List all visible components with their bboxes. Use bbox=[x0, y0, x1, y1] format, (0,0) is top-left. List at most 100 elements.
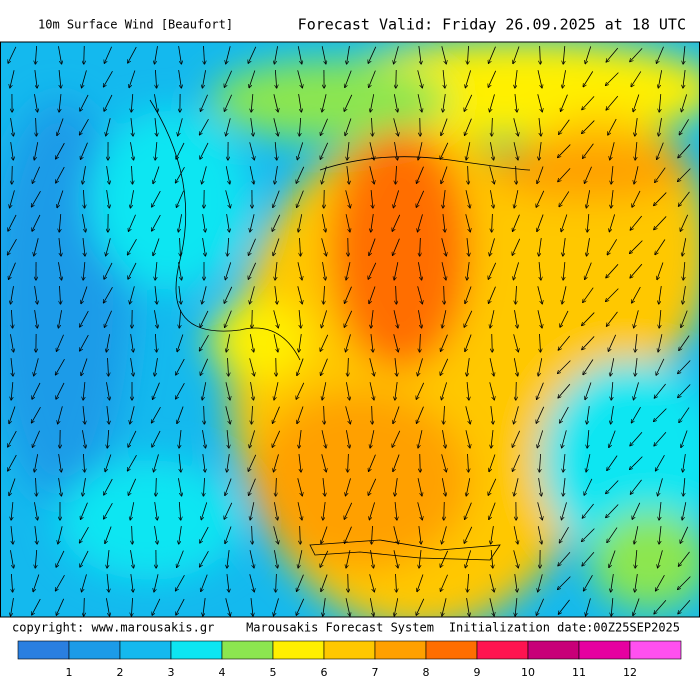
wind-arrow bbox=[273, 334, 278, 352]
wind-arrow bbox=[83, 382, 85, 400]
wind-arrow bbox=[34, 238, 39, 255]
wind-arrow bbox=[416, 190, 425, 207]
wind-arrow bbox=[537, 286, 542, 303]
wind-arrow bbox=[417, 358, 423, 375]
wind-arrow bbox=[296, 166, 305, 183]
wind-arrow bbox=[607, 239, 617, 254]
wind-arrow bbox=[130, 502, 135, 520]
wind-arrow bbox=[442, 430, 446, 448]
wind-arrow bbox=[416, 598, 425, 615]
wind-arrow bbox=[558, 168, 571, 181]
wind-arrow bbox=[538, 358, 543, 376]
wind-arrow bbox=[130, 358, 134, 376]
wind-arrow bbox=[563, 238, 566, 256]
wind-arrow bbox=[60, 285, 61, 304]
wind-arrow bbox=[275, 166, 278, 184]
wind-arrow bbox=[512, 430, 521, 447]
wind-arrow bbox=[34, 286, 38, 304]
wind-arrow bbox=[106, 166, 110, 184]
wind-arrow bbox=[154, 454, 159, 471]
wind-arrow bbox=[512, 454, 520, 472]
wind-arrow bbox=[608, 118, 617, 135]
wind-arrow bbox=[11, 382, 13, 400]
wind-arrow bbox=[345, 118, 352, 135]
wind-arrow bbox=[80, 550, 89, 567]
wind-arrow bbox=[275, 69, 276, 88]
wind-arrow bbox=[321, 358, 328, 376]
wind-arrow bbox=[562, 286, 567, 304]
wind-arrow bbox=[606, 47, 619, 62]
wind-arrow bbox=[372, 117, 373, 136]
wind-arrow bbox=[248, 262, 257, 279]
wind-arrow bbox=[396, 573, 397, 592]
wind-arrow bbox=[58, 478, 62, 496]
wind-arrow bbox=[82, 430, 85, 448]
forecast-valid: Forecast Valid: Friday 26.09.2025 at 18 … bbox=[298, 16, 686, 34]
wind-arrow bbox=[656, 358, 665, 375]
wind-arrow bbox=[132, 165, 133, 184]
wind-arrow bbox=[441, 334, 448, 352]
wind-arrow bbox=[155, 358, 158, 376]
wind-arrow bbox=[587, 213, 589, 232]
wind-arrow bbox=[200, 358, 209, 375]
wind-arrow bbox=[321, 454, 326, 471]
wind-arrow bbox=[681, 310, 688, 328]
wind-arrow bbox=[539, 262, 541, 280]
wind-arrow bbox=[678, 360, 691, 374]
wind-arrow bbox=[128, 478, 137, 495]
wind-arrow bbox=[36, 117, 37, 136]
wind-arrow bbox=[582, 120, 595, 134]
wind-arrow bbox=[492, 117, 493, 136]
wind-arrow bbox=[177, 406, 184, 424]
wind-arrow bbox=[81, 358, 88, 376]
wind-arrow bbox=[559, 527, 569, 543]
legend-swatch bbox=[527, 640, 580, 660]
wind-arrow bbox=[152, 598, 161, 615]
wind-arrow bbox=[345, 478, 351, 495]
wind-arrow bbox=[392, 214, 401, 231]
wind-arrow bbox=[83, 166, 86, 184]
wind-arrow bbox=[130, 574, 133, 592]
wind-arrow bbox=[106, 190, 110, 208]
wind-arrow bbox=[176, 190, 184, 208]
wind-arrow bbox=[321, 310, 327, 327]
wind-arrow bbox=[152, 190, 161, 207]
wind-arrow bbox=[513, 526, 518, 544]
wind-arrow bbox=[393, 526, 398, 543]
wind-arrow bbox=[35, 549, 36, 568]
wind-arrow bbox=[58, 454, 62, 472]
wind-arrow bbox=[224, 502, 233, 519]
wind-arrow bbox=[108, 357, 109, 376]
wind-arrow bbox=[371, 310, 374, 328]
wind-arrow bbox=[679, 119, 689, 134]
wind-arrow bbox=[441, 166, 448, 184]
wind-arrow bbox=[681, 94, 688, 111]
wind-arrow bbox=[58, 262, 61, 280]
wind-arrow bbox=[561, 214, 568, 231]
wind-arrow bbox=[130, 406, 135, 423]
wind-arrow bbox=[513, 214, 520, 232]
wind-arrow bbox=[107, 550, 110, 568]
wind-arrow bbox=[633, 94, 640, 111]
wind-arrow bbox=[394, 598, 399, 616]
wind-arrow bbox=[606, 480, 619, 494]
wind-arrow bbox=[465, 502, 472, 520]
wind-arrow bbox=[585, 262, 592, 280]
wind-arrow bbox=[248, 46, 257, 63]
wind-arrow bbox=[82, 574, 87, 591]
wind-arrow bbox=[154, 310, 157, 328]
wind-arrow bbox=[488, 70, 497, 87]
wind-arrow bbox=[537, 502, 543, 519]
wind-arrow bbox=[273, 598, 279, 615]
wind-arrow bbox=[630, 215, 643, 230]
wind-arrow bbox=[35, 45, 36, 64]
wind-arrow bbox=[251, 405, 252, 424]
wind-arrow bbox=[396, 285, 397, 304]
wind-arrow bbox=[9, 262, 16, 280]
wind-arrow bbox=[128, 262, 137, 279]
wind-arrow bbox=[654, 431, 667, 446]
wind-arrow bbox=[345, 406, 351, 423]
wind-arrow bbox=[679, 191, 690, 206]
wind-arrow bbox=[536, 406, 545, 423]
